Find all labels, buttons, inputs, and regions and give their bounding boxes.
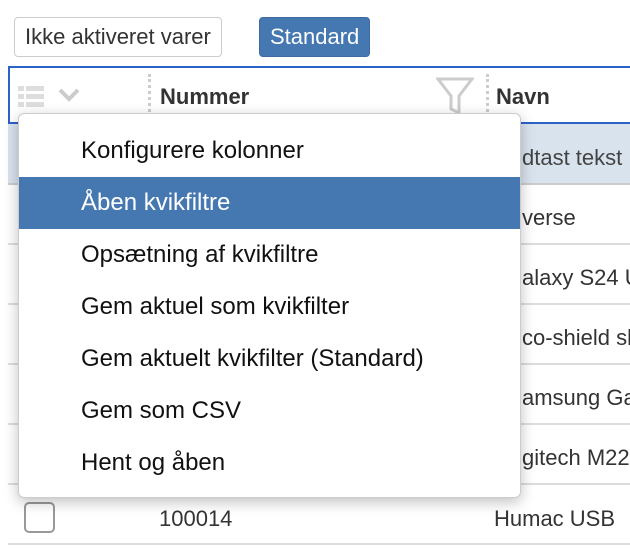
name-cell: Humac USB: [494, 506, 616, 531]
filter-icon[interactable]: [436, 76, 474, 116]
table-row[interactable]: 100014 Humac USB: [8, 485, 630, 545]
menu-item-download-and-open[interactable]: Hent og åben: [81, 449, 226, 476]
menu-item-save-as-csv[interactable]: Gem som CSV: [81, 397, 242, 424]
row-checkbox[interactable]: [24, 502, 55, 533]
menu-item-quickfilter-setup[interactable]: Opsætning af kvikfiltre: [81, 241, 319, 268]
list-icon[interactable]: [18, 84, 44, 108]
name-cell: co-shield sl: [522, 325, 630, 350]
column-header-nummer[interactable]: Nummer: [160, 84, 250, 109]
name-filter-input[interactable]: dtast tekst: [522, 145, 623, 170]
name-cell: amsung Ga: [522, 385, 630, 410]
number-cell: 100014: [159, 506, 233, 531]
chevron-down-icon[interactable]: [58, 88, 80, 102]
column-separator[interactable]: [148, 74, 151, 118]
column-header-navn[interactable]: Navn: [496, 84, 550, 109]
grid-options-menu: Konfigurere kolonner Åben kvikfiltre Ops…: [18, 113, 521, 498]
column-separator[interactable]: [486, 74, 489, 118]
name-cell: gitech M22: [522, 445, 630, 470]
menu-item-open-quickfilters[interactable]: Åben kvikfiltre: [19, 177, 520, 229]
name-cell: verse: [522, 205, 576, 230]
inactive-items-filter-button[interactable]: Ikke aktiveret varer: [14, 17, 222, 57]
name-cell: alaxy S24 U: [522, 265, 630, 290]
menu-item-save-as-quickfilter[interactable]: Gem aktuel som kvikfilter: [81, 293, 350, 320]
standard-filter-button[interactable]: Standard: [259, 17, 371, 57]
menu-item-configure-columns[interactable]: Konfigurere kolonner: [81, 137, 304, 164]
menu-item-save-current-quickfilter[interactable]: Gem aktuelt kvikfilter (Standard): [81, 345, 424, 372]
